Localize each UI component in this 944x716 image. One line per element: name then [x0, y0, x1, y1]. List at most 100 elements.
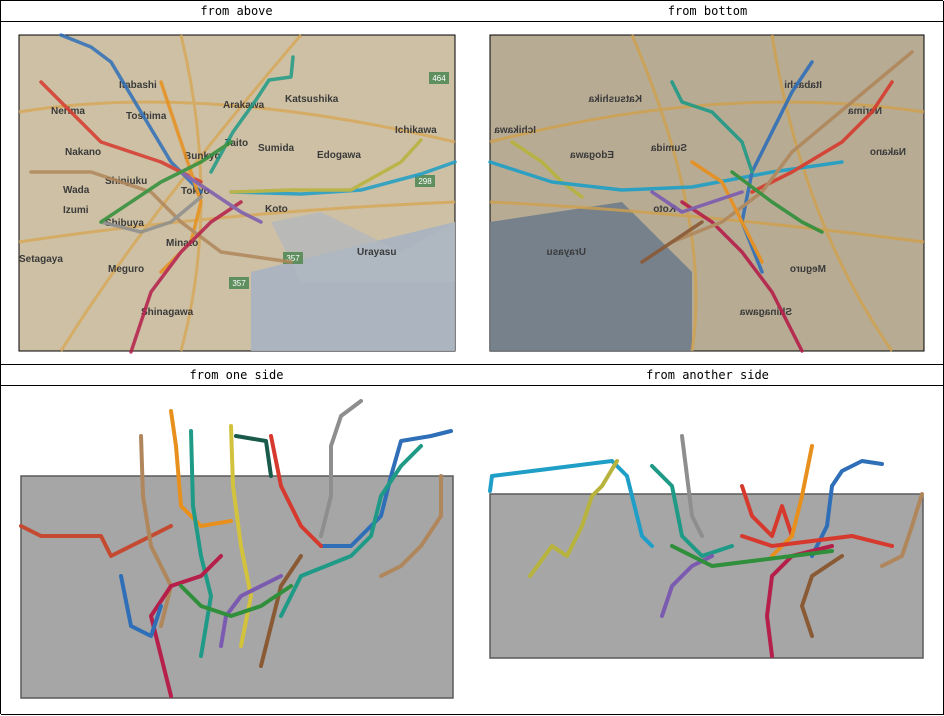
subway-line: [640, 220, 704, 264]
road-sign: [415, 175, 435, 187]
subway-line: [179, 584, 293, 618]
road-sign: [429, 72, 449, 84]
place-label: Shinagawa: [141, 307, 194, 318]
place-label: Shinjuku: [105, 176, 147, 187]
map-view-bottom: Itabashi Nerima Katsushika Ichikawa Edog…: [488, 34, 925, 353]
subway-line: [119, 574, 163, 638]
place-label: Ichikawa: [494, 125, 536, 136]
place-label: Izumi: [63, 205, 89, 216]
mirrored-place-labels: Itabashi Nerima Katsushika Ichikawa Edog…: [494, 80, 906, 318]
panel-caption: from bottom: [472, 1, 943, 22]
place-label: Bunkyo: [184, 151, 221, 162]
subway-line: [59, 33, 203, 194]
subway-line: [259, 554, 303, 668]
panel-from-another-side: from another side: [472, 365, 944, 715]
place-labels: Itabashi Nerima Toshima Arakawa Katsushi…: [19, 80, 437, 318]
subway-line: [319, 399, 363, 538]
subway-line: [488, 160, 844, 192]
place-label: Minato: [166, 238, 198, 249]
subway-line: [129, 200, 243, 354]
subway-line: [740, 484, 794, 538]
subway-lines-top: [29, 33, 457, 354]
subway-line: [740, 534, 894, 548]
subway-line: [510, 140, 584, 199]
subway-line: [800, 554, 844, 638]
subway-line: [179, 170, 263, 224]
subway-line: [670, 544, 834, 568]
place-label: Koto: [653, 204, 676, 215]
subway-line: [680, 200, 804, 353]
subway-line: [279, 444, 423, 618]
place-label: Edogawa: [570, 150, 614, 161]
side-view-one: [19, 399, 454, 699]
subway-line: [379, 474, 443, 578]
panel-caption: from above: [1, 1, 472, 22]
bay-water: [490, 202, 692, 351]
subway-line: [99, 195, 203, 234]
subway-line: [670, 50, 914, 244]
panel-from-above: from above 464 298 357 357 Itabashi Neri…: [1, 1, 473, 365]
subway-line: [269, 434, 323, 548]
place-label: Katsushika: [588, 94, 642, 105]
road-sign-label: 357: [286, 254, 300, 263]
subway-line: [29, 170, 293, 264]
place-label: Setagaya: [19, 254, 63, 265]
place-label: Itabashi: [119, 80, 157, 91]
place-label: Tokyo: [181, 186, 210, 197]
place-label: Nerima: [848, 106, 882, 117]
subway-line: [169, 409, 233, 528]
place-label: Nakano: [65, 147, 101, 158]
panel-caption: from another side: [472, 365, 943, 386]
subway-line: [730, 170, 824, 234]
place-label: Meguro: [108, 264, 144, 275]
subway-line: [229, 138, 423, 194]
subway-line: [99, 140, 233, 224]
place-label: Wada: [63, 185, 90, 196]
place-label: Shinagawa: [739, 307, 792, 318]
subway-line: [528, 459, 619, 578]
panel-from-bottom: from bottom Itabashi Nerima Katsushika I…: [472, 1, 944, 365]
subway-line: [680, 434, 704, 538]
place-label: Toshima: [126, 111, 167, 122]
place-label: Arakawa: [223, 100, 265, 111]
subway-line: [229, 160, 457, 196]
subway-line: [810, 459, 884, 558]
place-label: Shibuya: [105, 218, 144, 229]
place-label: Sumida: [258, 143, 295, 154]
subway-line: [690, 160, 764, 264]
subway-lines-bottom: [488, 50, 914, 353]
road-sign-label: 464: [432, 74, 446, 83]
place-label: Itabashi: [784, 80, 822, 91]
map-view-above: 464 298 357 357 Itabashi Nerima Toshima …: [18, 33, 457, 354]
place-label: Katsushika: [285, 94, 339, 105]
road-sign-label: 357: [232, 279, 246, 288]
subway-line: [750, 80, 894, 194]
place-label: Urayasu: [547, 247, 586, 258]
road-sign: [229, 277, 249, 289]
road-sign-label: 298: [418, 177, 432, 186]
panel-caption: from one side: [1, 365, 472, 386]
map-roads: [18, 34, 456, 352]
subway-line: [189, 429, 213, 658]
place-label: Taito: [225, 138, 248, 149]
place-label: Sumida: [650, 143, 687, 154]
subway-line: [319, 429, 453, 548]
place-label: Edogawa: [317, 150, 361, 161]
panel-from-one-side: from one side: [1, 365, 473, 715]
subway-line: [670, 80, 754, 174]
ground-plane: [489, 493, 924, 659]
subway-line: [234, 434, 273, 478]
map-roads: [489, 34, 925, 352]
subway-lines-side: [19, 399, 453, 698]
place-label: Koto: [265, 204, 288, 215]
subway-line: [488, 459, 654, 548]
subway-line: [650, 464, 734, 558]
place-label: Urayasu: [357, 247, 396, 258]
subway-line: [219, 574, 283, 648]
place-label: Nakano: [870, 147, 906, 158]
side-view-another: [488, 434, 924, 659]
subway-line: [139, 434, 173, 628]
subway-line: [209, 55, 295, 174]
subway-lines-another: [488, 434, 924, 658]
